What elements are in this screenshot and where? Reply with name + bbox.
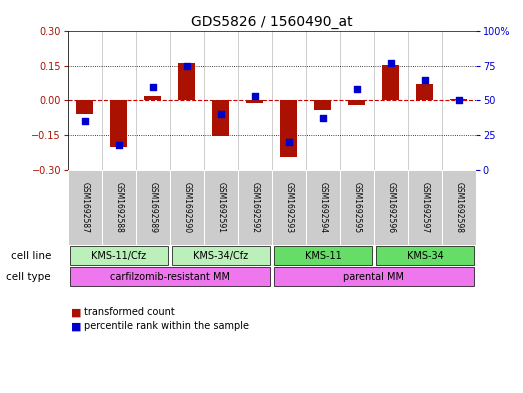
Bar [110, 101, 128, 147]
Bar [102, 169, 136, 246]
Text: percentile rank within the sample: percentile rank within the sample [84, 321, 248, 331]
Bar [376, 246, 474, 265]
Bar [170, 169, 204, 246]
Bar [374, 169, 408, 246]
Point [454, 97, 463, 104]
Text: GSM1692590: GSM1692590 [183, 182, 191, 233]
Bar [178, 62, 196, 101]
Text: GSM1692592: GSM1692592 [251, 182, 259, 233]
Text: GSM1692598: GSM1692598 [454, 182, 463, 233]
Point [420, 77, 429, 83]
Bar [272, 169, 306, 246]
Bar [246, 101, 264, 103]
Text: transformed count: transformed count [84, 307, 175, 318]
Bar [306, 169, 340, 246]
Point [251, 93, 259, 99]
Text: GSM1692591: GSM1692591 [217, 182, 225, 233]
Text: GSM1692595: GSM1692595 [353, 182, 361, 233]
Bar [68, 169, 102, 246]
Point [115, 141, 123, 148]
Point [285, 139, 293, 145]
Bar [172, 246, 270, 265]
Text: GSM1692588: GSM1692588 [115, 182, 123, 233]
Text: GSM1692596: GSM1692596 [386, 182, 395, 233]
Bar [274, 267, 474, 286]
Text: cell type: cell type [6, 272, 51, 281]
Bar [382, 65, 400, 101]
Text: carfilzomib-resistant MM: carfilzomib-resistant MM [110, 272, 230, 281]
Text: GSM1692587: GSM1692587 [81, 182, 89, 233]
Point [386, 60, 395, 66]
Point [319, 115, 327, 121]
Bar [136, 169, 170, 246]
Bar [450, 99, 468, 101]
Bar [416, 84, 434, 101]
Text: KMS-11/Cfz: KMS-11/Cfz [92, 251, 146, 261]
Point [81, 118, 89, 124]
Bar [340, 169, 374, 246]
Bar [70, 267, 270, 286]
Bar [348, 101, 366, 105]
Point [149, 84, 157, 90]
Text: ■: ■ [71, 307, 81, 318]
Bar [408, 169, 442, 246]
Title: GDS5826 / 1560490_at: GDS5826 / 1560490_at [191, 15, 353, 29]
Point [217, 111, 225, 118]
Bar [212, 101, 230, 136]
Bar [238, 169, 272, 246]
Point [353, 86, 361, 93]
Bar [204, 169, 238, 246]
Bar [76, 101, 94, 114]
Bar [280, 101, 298, 157]
Text: GSM1692597: GSM1692597 [420, 182, 429, 233]
Text: KMS-34/Cfz: KMS-34/Cfz [194, 251, 248, 261]
Point [183, 63, 191, 69]
Bar [274, 246, 372, 265]
Bar [144, 96, 162, 101]
Text: GSM1692589: GSM1692589 [149, 182, 157, 233]
Text: GSM1692593: GSM1692593 [285, 182, 293, 233]
Bar [442, 169, 476, 246]
Text: ■: ■ [71, 321, 81, 331]
Text: GSM1692594: GSM1692594 [319, 182, 327, 233]
Text: cell line: cell line [10, 251, 51, 261]
Text: parental MM: parental MM [344, 272, 404, 281]
Text: KMS-11: KMS-11 [304, 251, 342, 261]
Text: KMS-34: KMS-34 [406, 251, 444, 261]
Bar [70, 246, 168, 265]
Bar [314, 101, 332, 110]
